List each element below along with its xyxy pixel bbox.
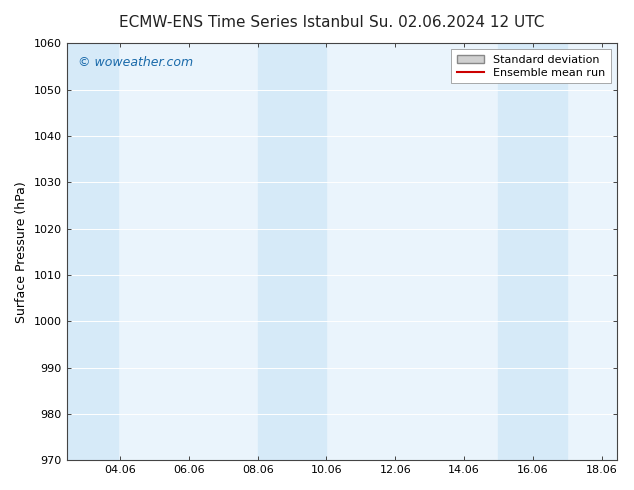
Text: ECMW-ENS Time Series Istanbul: ECMW-ENS Time Series Istanbul xyxy=(119,15,363,30)
Bar xyxy=(498,44,567,460)
Bar xyxy=(257,44,327,460)
Text: Su. 02.06.2024 12 UTC: Su. 02.06.2024 12 UTC xyxy=(369,15,544,30)
Bar xyxy=(67,44,118,460)
Text: © woweather.com: © woweather.com xyxy=(77,56,193,69)
Y-axis label: Surface Pressure (hPa): Surface Pressure (hPa) xyxy=(15,181,28,323)
Legend: Standard deviation, Ensemble mean run: Standard deviation, Ensemble mean run xyxy=(451,49,611,83)
